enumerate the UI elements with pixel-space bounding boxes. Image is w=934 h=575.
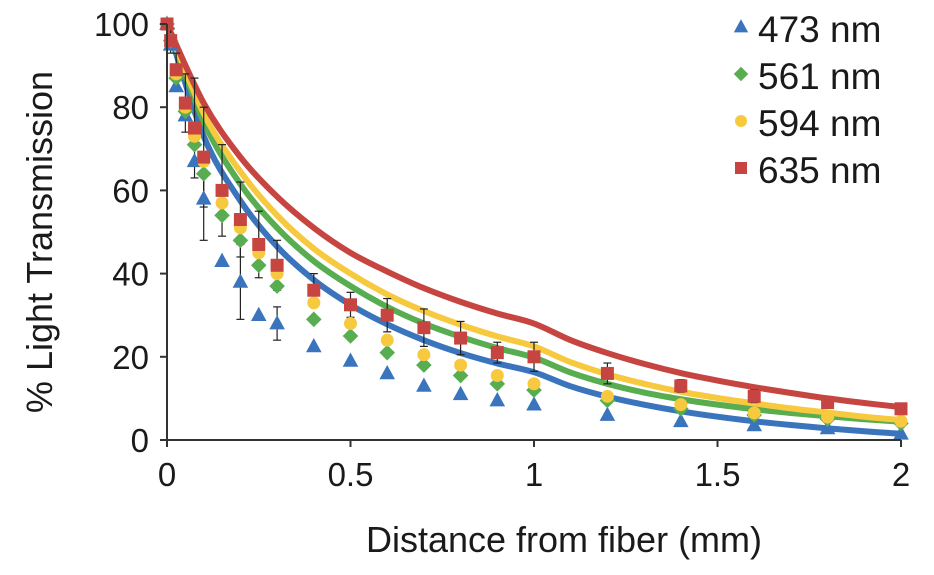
data-point-473-nm: [893, 425, 909, 440]
y-axis-title: % Light Transmission: [19, 71, 60, 413]
data-point-561-nm: [195, 165, 212, 182]
data-point-473-nm: [306, 337, 322, 353]
data-point-561-nm: [452, 367, 469, 384]
data-point-594-nm: [894, 414, 908, 428]
data-point-473-nm: [195, 190, 212, 205]
fit-curve-635-nm: [164, 21, 904, 411]
data-point-473-nm: [673, 412, 689, 428]
y-tick-labels: 0 20 40 60 80 100: [94, 6, 167, 459]
data-point-635-nm: [821, 396, 835, 410]
data-point-635-nm: [600, 366, 614, 380]
data-point-473-nm: [416, 377, 432, 392]
data-point-635-nm: [307, 283, 321, 297]
data-point-594-nm: [380, 333, 394, 347]
data-point-635-nm: [454, 331, 468, 345]
data-point-473-nm: [489, 392, 506, 407]
data-point-594-nm: [821, 410, 835, 424]
data-point-635-nm: [233, 213, 247, 227]
legend-label: 635 nm: [758, 150, 881, 191]
data-point-594-nm: [490, 369, 504, 383]
data-point-473-nm: [379, 364, 395, 380]
data-point-473-nm: [599, 406, 616, 421]
data-point-594-nm: [215, 196, 229, 210]
data-point-561-nm: [214, 207, 230, 224]
fit-curve-594-nm: [164, 21, 904, 424]
y-tick-label: 60: [112, 172, 149, 209]
data-point-473-nm: [269, 315, 285, 330]
data-point-635-nm: [747, 389, 761, 403]
data-point-594-nm: [527, 377, 541, 391]
data-point-635-nm: [417, 321, 431, 335]
data-point-594-nm: [674, 398, 688, 412]
data-point-635-nm: [344, 298, 357, 312]
data-point-635-nm: [178, 96, 192, 110]
legend-label: 561 nm: [758, 56, 881, 97]
data-point-635-nm: [188, 121, 202, 135]
data-point-635-nm: [270, 258, 284, 272]
data-point-561-nm: [269, 278, 285, 294]
data-point-635-nm: [215, 183, 229, 197]
data-point-635-nm: [674, 379, 688, 393]
data-point-594-nm: [417, 348, 431, 362]
data-point-635-nm: [527, 350, 541, 364]
data-point-635-nm: [252, 237, 266, 251]
y-tick-label: 100: [94, 6, 149, 43]
data-point-635-nm: [169, 63, 183, 77]
data-point-561-nm: [250, 257, 267, 274]
data-point-561-nm: [416, 357, 432, 373]
data-point-635-nm: [197, 150, 211, 164]
data-point-561-nm: [306, 311, 322, 328]
data-point-473-nm: [452, 385, 469, 401]
data-point-635-nm: [894, 402, 908, 416]
x-tick-label: 0.5: [328, 456, 374, 493]
data-point-594-nm: [600, 389, 614, 403]
x-tick-label: 1.5: [695, 456, 741, 493]
legend: 473 nm 561 nm 594 nm 635 nm: [733, 9, 881, 191]
data-point-473-nm: [342, 352, 359, 367]
x-tick-labels: 0 0.5 1 1.5 2: [158, 440, 910, 493]
data-point-635-nm: [490, 346, 504, 360]
legend-marker-635-nm: [735, 162, 747, 174]
data-point-473-nm: [819, 419, 836, 435]
legend-label: 594 nm: [758, 103, 881, 144]
data-point-473-nm: [250, 306, 267, 322]
data-point-594-nm: [307, 296, 321, 310]
x-tick-label: 1: [525, 456, 543, 493]
y-tick-label: 40: [112, 256, 149, 293]
data-point-473-nm: [746, 416, 762, 432]
legend-marker-473-nm: [733, 19, 749, 33]
data-point-635-nm: [380, 308, 394, 322]
data-point-594-nm: [454, 358, 468, 372]
fit-curves: [164, 21, 904, 437]
legend-marker-561-nm: [733, 66, 749, 82]
data-point-473-nm: [526, 396, 542, 411]
data-point-594-nm: [747, 406, 761, 420]
x-tick-label: 2: [892, 456, 910, 493]
data-point-473-nm: [232, 273, 249, 288]
data-point-561-nm: [232, 232, 249, 249]
data-point-561-nm: [186, 136, 203, 153]
legend-label: 473 nm: [758, 9, 881, 50]
data-point-561-nm: [342, 328, 359, 344]
legend-marker-594-nm: [735, 115, 747, 127]
x-axis-title: Distance from fiber (mm): [366, 519, 762, 560]
data-point-561-nm: [379, 344, 395, 361]
y-tick-label: 20: [112, 339, 149, 376]
data-point-594-nm: [344, 317, 357, 331]
x-tick-label: 0: [158, 456, 176, 493]
data-point-473-nm: [214, 252, 230, 267]
y-tick-label: 80: [112, 89, 149, 126]
y-tick-label: 0: [131, 422, 149, 459]
